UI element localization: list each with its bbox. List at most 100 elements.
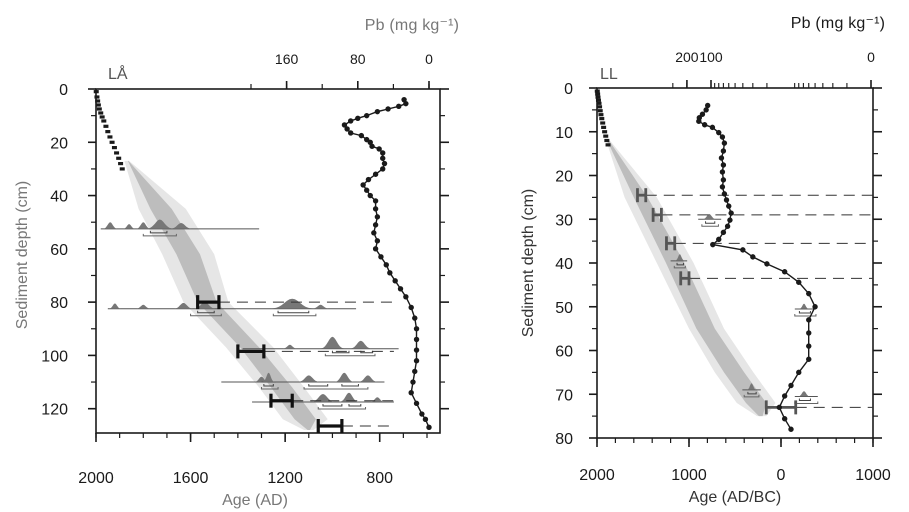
pb-point [426,424,432,431]
pb-point [699,111,706,117]
y-tick-label: 0 [564,81,573,98]
pb-point [723,197,730,203]
calibrated-dates [196,295,344,434]
pb-point [364,112,370,119]
calibrated-date [636,188,648,203]
pdf-peak [136,304,151,309]
pb-point [374,214,381,220]
range-1-sigma [341,384,359,387]
pb-point [726,203,732,209]
pdf-peak [109,303,121,309]
x-tick-label: 1200 [267,470,303,487]
pb-point [364,187,370,193]
recent-date [95,99,101,103]
pb-point [716,236,722,243]
calibrated-date [316,419,344,434]
range-1-sigma [798,310,811,314]
recent-date [597,109,603,113]
y-tick-label: 50 [555,300,573,317]
pb-point [701,122,708,128]
pb-point [380,150,386,156]
pb-point [380,166,386,172]
pdf-1 [670,254,688,269]
y-tick-label: 70 [555,387,573,404]
range-2-sigma [272,313,317,317]
recent-date [114,151,120,155]
pb-tick-label: 100 [699,49,723,65]
pdf-2 [242,336,399,357]
recent-date [105,130,111,134]
dashed-lines [645,194,873,408]
y-axis-title: Sediment depth (cm) [14,181,31,330]
dashed-lines [218,301,394,427]
range-1-sigma [263,384,274,387]
recent-date [101,119,107,123]
pb-point [740,247,746,253]
pb-point [720,162,727,168]
pb-point [704,102,711,109]
pb-point [408,390,414,396]
pb-point [372,206,379,212]
pb-tick-label: 200 [675,49,699,65]
calibrated-date [665,236,677,251]
range-1-sigma [747,391,757,395]
y-tick-label: 120 [41,402,68,419]
pdf-peak [271,298,314,309]
pb-point [721,191,728,197]
pb-point [720,229,727,236]
pb-point [696,118,702,124]
recent-date [94,95,100,99]
range-2-sigma [743,394,760,398]
x-tick-label: 2000 [78,470,114,487]
pdf-peak [103,222,118,229]
range-1-sigma [277,310,310,314]
pdf-peak [675,254,685,261]
recent-date [95,103,101,107]
site-label: LÅ [108,64,128,83]
y-tick-label: 10 [555,125,573,142]
pb-point [355,115,361,122]
recent-dates [594,89,611,147]
calibrated-date [236,344,266,359]
pb-point [812,304,818,310]
recent-date [594,89,600,93]
age-model-band [124,160,328,430]
pb-tick-label: 0 [867,49,875,65]
pb-point [721,140,728,146]
pb-point [360,182,366,188]
pb-point [372,222,379,228]
pb-series [341,96,432,431]
recent-date [604,138,610,143]
pb-point [412,368,418,375]
pb-point [419,411,425,417]
pb-point [727,217,733,223]
pb-point [413,400,420,407]
recent-date [116,156,122,160]
pb-tick-label: 0 [425,51,433,67]
recent-date [111,146,117,150]
y-tick-label: 40 [50,189,68,206]
pdf-peak [174,302,193,309]
recent-dates [93,90,125,171]
y-axis-title: Sediment depth (cm) [520,189,537,338]
panel-la-frame [95,88,441,434]
pb-point [750,254,756,260]
pb-point [788,426,794,432]
range-1-sigma [798,398,811,401]
y-tick-label: 40 [555,256,573,273]
pb-point [413,358,420,364]
x-tick-label: 1600 [173,470,209,487]
pb-point [703,107,709,113]
pdf-2 [794,303,817,317]
pb-axis-title: Pb (mg kg⁻¹) [365,17,459,34]
y-tick-label: 20 [555,169,573,186]
pb-point [719,184,726,190]
pdf-peak [747,383,757,390]
range-2-sigma [317,407,367,410]
pb-point [396,103,402,110]
range-1-sigma [348,404,362,407]
pb-point [365,176,372,183]
